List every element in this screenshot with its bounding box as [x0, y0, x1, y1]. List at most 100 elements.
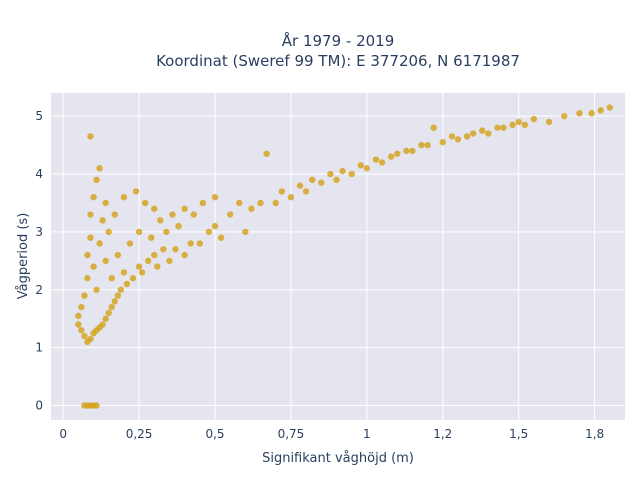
- data-point: [196, 240, 204, 247]
- data-point: [105, 228, 112, 236]
- data-point: [111, 298, 118, 305]
- data-point: [87, 133, 94, 140]
- data-point: [181, 205, 188, 212]
- data-point: [96, 240, 103, 247]
- data-point: [226, 211, 234, 218]
- data-point: [108, 303, 115, 311]
- data-point: [172, 246, 179, 253]
- data-point: [102, 199, 109, 207]
- x-tick-label: 0: [59, 427, 67, 441]
- data-point: [296, 182, 304, 189]
- data-point: [81, 292, 88, 299]
- data-point: [348, 170, 355, 178]
- data-point: [111, 211, 118, 218]
- y-tick-label: 2: [35, 283, 43, 297]
- chart-title-line1: År 1979 - 2019: [282, 31, 395, 50]
- data-point: [509, 121, 516, 129]
- y-tick-label: 5: [35, 109, 43, 123]
- data-point: [409, 147, 416, 155]
- data-point: [242, 228, 249, 236]
- data-point: [117, 286, 125, 293]
- data-point: [418, 141, 425, 149]
- data-point: [78, 303, 85, 311]
- data-point: [181, 251, 188, 259]
- data-point: [394, 150, 401, 157]
- data-point: [166, 257, 173, 265]
- grid-lines: [51, 93, 625, 420]
- data-points: [75, 104, 614, 409]
- data-point: [78, 327, 85, 334]
- y-axis-label: Vågperiod (s): [16, 213, 31, 300]
- data-point: [135, 228, 143, 236]
- data-point: [132, 188, 140, 195]
- x-tick-label: 1: [363, 427, 371, 441]
- data-point: [102, 315, 109, 322]
- data-point: [148, 234, 155, 241]
- data-point: [454, 136, 462, 143]
- data-point: [485, 130, 492, 137]
- tick-labels: 0 0,25 0,5 0,75 1 1,2 1,5 1,8 0 1 2 3 4 5: [35, 109, 604, 441]
- data-point: [157, 217, 164, 224]
- data-point: [463, 133, 471, 140]
- data-point: [278, 188, 286, 195]
- data-point: [515, 118, 522, 126]
- y-tick-label: 1: [35, 341, 43, 355]
- data-point: [357, 162, 364, 169]
- data-point: [163, 228, 170, 236]
- data-point: [327, 170, 334, 178]
- data-point: [99, 217, 106, 224]
- data-point: [424, 141, 431, 149]
- data-point: [545, 118, 553, 126]
- data-point: [302, 188, 310, 195]
- data-point: [211, 222, 219, 230]
- data-point: [448, 133, 456, 140]
- data-point: [90, 263, 97, 270]
- y-tick-label: 0: [35, 399, 43, 413]
- data-point: [108, 275, 115, 282]
- data-point: [87, 335, 94, 343]
- plot-area: [51, 93, 625, 420]
- data-point: [205, 228, 213, 236]
- data-point: [576, 110, 583, 117]
- data-point: [154, 263, 161, 270]
- data-point: [75, 312, 82, 320]
- data-point: [403, 147, 410, 155]
- data-point: [199, 199, 207, 207]
- data-point: [160, 246, 167, 253]
- data-point: [102, 257, 109, 265]
- data-point: [387, 153, 395, 160]
- data-point: [530, 115, 538, 123]
- data-point: [75, 321, 82, 328]
- data-point: [248, 205, 255, 212]
- data-point: [439, 138, 446, 146]
- data-point: [287, 193, 295, 201]
- data-point: [93, 176, 100, 184]
- data-point: [126, 240, 134, 247]
- data-point: [588, 110, 595, 117]
- data-point: [105, 309, 112, 317]
- data-point: [236, 199, 243, 207]
- data-point: [333, 176, 340, 184]
- data-point: [138, 269, 146, 276]
- data-point: [211, 193, 219, 201]
- x-tick-label: 0,75: [278, 427, 305, 441]
- data-point: [378, 159, 386, 166]
- data-point: [561, 112, 568, 120]
- data-point: [500, 124, 507, 131]
- data-point: [190, 211, 197, 218]
- data-point: [494, 124, 501, 131]
- data-point: [187, 240, 194, 247]
- x-axis-label: Signifikant våghöjd (m): [262, 451, 414, 466]
- data-point: [597, 107, 604, 114]
- data-point: [123, 280, 131, 288]
- data-point: [120, 269, 128, 276]
- data-point: [135, 263, 143, 270]
- x-tick-label: 1,2: [433, 427, 452, 441]
- data-point: [87, 234, 94, 241]
- x-tick-label: 1,8: [585, 427, 604, 441]
- data-point: [363, 165, 371, 172]
- data-point: [141, 199, 149, 207]
- data-point: [96, 165, 103, 172]
- data-point: [257, 199, 264, 207]
- data-point: [151, 251, 158, 259]
